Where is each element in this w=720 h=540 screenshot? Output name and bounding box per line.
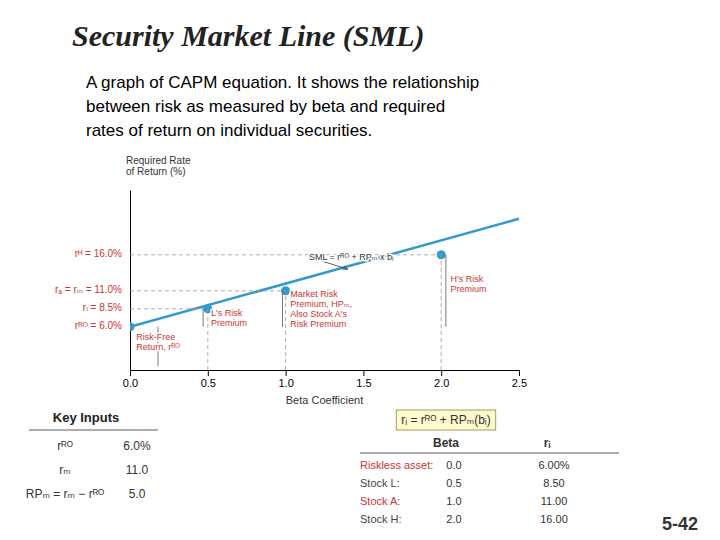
subtitle-line: between risk as measured by beta and req… [86, 97, 445, 116]
subtitle: A graph of CAPM equation. It shows the r… [86, 73, 479, 140]
guide-vertical [441, 255, 442, 370]
guide-horizontal [130, 254, 441, 255]
x-tick-mark [208, 370, 209, 376]
annotation-line: SML = rᴿᴼ + RPₘ x bᵢ [309, 253, 393, 263]
x-tick-label: 1.0 [278, 377, 293, 389]
key-inputs-title: Key Inputs [53, 410, 119, 425]
table-header-box [396, 410, 495, 430]
point [130, 322, 135, 331]
x-tick-mark [286, 370, 287, 376]
key-input-value: 5.0 [129, 487, 146, 501]
x-tick-label: 0.0 [123, 377, 138, 389]
x-tick-label: 1.5 [356, 377, 371, 389]
annotation-line: Premium [211, 318, 247, 328]
slide-number: 5-42 [662, 514, 698, 534]
table-column-header: rᵢ [544, 436, 551, 450]
x-axis: 0.0 0.5 1.0 1.5 2.0 2.5 [123, 370, 527, 389]
x-tick: 2.5 [512, 370, 527, 389]
y-axis-line [130, 191, 131, 371]
annotation: Risk-FreeReturn, rᴿᴼ [136, 332, 180, 352]
bracket [445, 255, 446, 327]
annotation: SML = rᴿᴼ + RPₘ x bᵢ [309, 253, 393, 263]
annotation-line: Risk Premium [290, 320, 346, 330]
key-inputs: Key Inputs rᴿᴼ 6.0% rₘ 11.0 RPₘ = rₘ − rᴿᴼ 5.0 [26, 410, 158, 501]
x-tick: 1.0 [278, 370, 293, 389]
table-row-beta: 1.0 [446, 495, 461, 507]
left-labels: rᴿᴼ = 6.0% rₗ = 8.5% rₐ = rₘ = 11.0% rᴴ = 1… [55, 248, 122, 331]
x-tick-label: 0.5 [201, 377, 216, 389]
sml-line [130, 219, 519, 327]
annotation-line: Market Risk [290, 290, 338, 300]
x-tick: 0.0 [123, 370, 138, 389]
table-row-label: Stock H: [360, 513, 402, 525]
annotation-line: Premium [451, 284, 487, 294]
key-inputs-rule [29, 430, 158, 431]
annotation-line: Return, rᴿᴼ [136, 342, 180, 352]
y-axis-title-line: of Return (%) [126, 166, 185, 177]
key-input-label: rᴿᴼ [57, 439, 73, 453]
annotation: Market RiskPremium, HPₘ,Also Stock A'sRi… [290, 290, 352, 330]
x-tick: 0.5 [201, 370, 216, 389]
key-input-value: 11.0 [126, 463, 149, 477]
key-input-value: 6.0% [123, 439, 151, 453]
x-tick-label: 2.5 [512, 377, 527, 389]
bracket [282, 291, 283, 327]
guide-vertical [285, 291, 286, 370]
table-row-beta: 0.5 [446, 477, 461, 489]
subtitle-line: A graph of CAPM equation. It shows the r… [86, 73, 479, 92]
table-column-header: Beta [433, 436, 459, 450]
annotation-line: L's Risk [211, 308, 243, 318]
x-tick: 1.5 [356, 370, 371, 389]
table: rᵢ = rᴿᴼ + RPₘ(bᵢ) Beta rᵢ Riskless asset: 0… [360, 410, 619, 525]
table-row-label: Riskless asset: [360, 459, 433, 471]
table-row-label: Stock L: [360, 477, 400, 489]
left-label: rᴴ = 16.0% [75, 248, 122, 259]
x-axis-title: Beta Coefficient [286, 394, 363, 406]
y-axis [130, 191, 131, 371]
guide-vertical [207, 309, 208, 370]
table-row-r: 16.00 [540, 513, 568, 525]
annotations: SML = rᴿᴼ + RPₘ x bᵢL's RiskPremiumMarke… [136, 253, 486, 367]
table-rule [360, 453, 619, 454]
table-row-beta: 0.0 [446, 459, 461, 471]
y-axis-title-line: Required Rate [126, 155, 191, 166]
plot-area [130, 219, 519, 370]
table-header: rᵢ = rᴿᴼ + RPₘ(bᵢ) [401, 413, 490, 427]
guide-horizontal [130, 290, 286, 291]
x-axis-line [131, 371, 520, 377]
x-tick-label: 2.0 [434, 377, 449, 389]
table-row-r: 11.00 [541, 495, 568, 507]
key-input-label: RPₘ = rₘ − rᴿᴼ [26, 487, 105, 501]
table-row-beta: 2.0 [446, 513, 461, 525]
bracket [203, 309, 204, 327]
chart: Security Market Line (SML) A graph of CAP… [0, 0, 720, 540]
x-tick-mark [441, 370, 442, 376]
y-axis-title: Required Rateof Return (%) [126, 155, 191, 177]
annotation-line: H's Risk [451, 274, 484, 284]
left-label: rᴿᴼ = 6.0% [75, 320, 122, 331]
annotation: H's RiskPremium [451, 274, 487, 294]
annotation-line: Also Stock A's [290, 310, 347, 320]
table-row-r: 8.50 [543, 477, 564, 489]
annotation-line: Risk-Free [136, 332, 175, 342]
guide-horizontal [130, 308, 208, 309]
table-row-r: 6.00% [538, 459, 569, 471]
left-label: rₗ = 8.5% [83, 302, 122, 313]
x-tick-mark [363, 370, 364, 376]
left-label: rₐ = rₘ = 11.0% [55, 284, 122, 295]
annotation: L's RiskPremium [211, 308, 247, 328]
x-tick-mark [130, 370, 131, 376]
x-tick: 2.0 [434, 370, 449, 389]
table-row-label: Stock A: [360, 495, 400, 507]
annotation-line: Premium, HPₘ, [290, 300, 352, 310]
key-input-label: rₘ [59, 463, 70, 477]
subtitle-line: rates of return on individual securities… [86, 121, 372, 140]
x-tick-mark [519, 370, 520, 376]
title: Security Market Line (SML) [72, 19, 425, 53]
